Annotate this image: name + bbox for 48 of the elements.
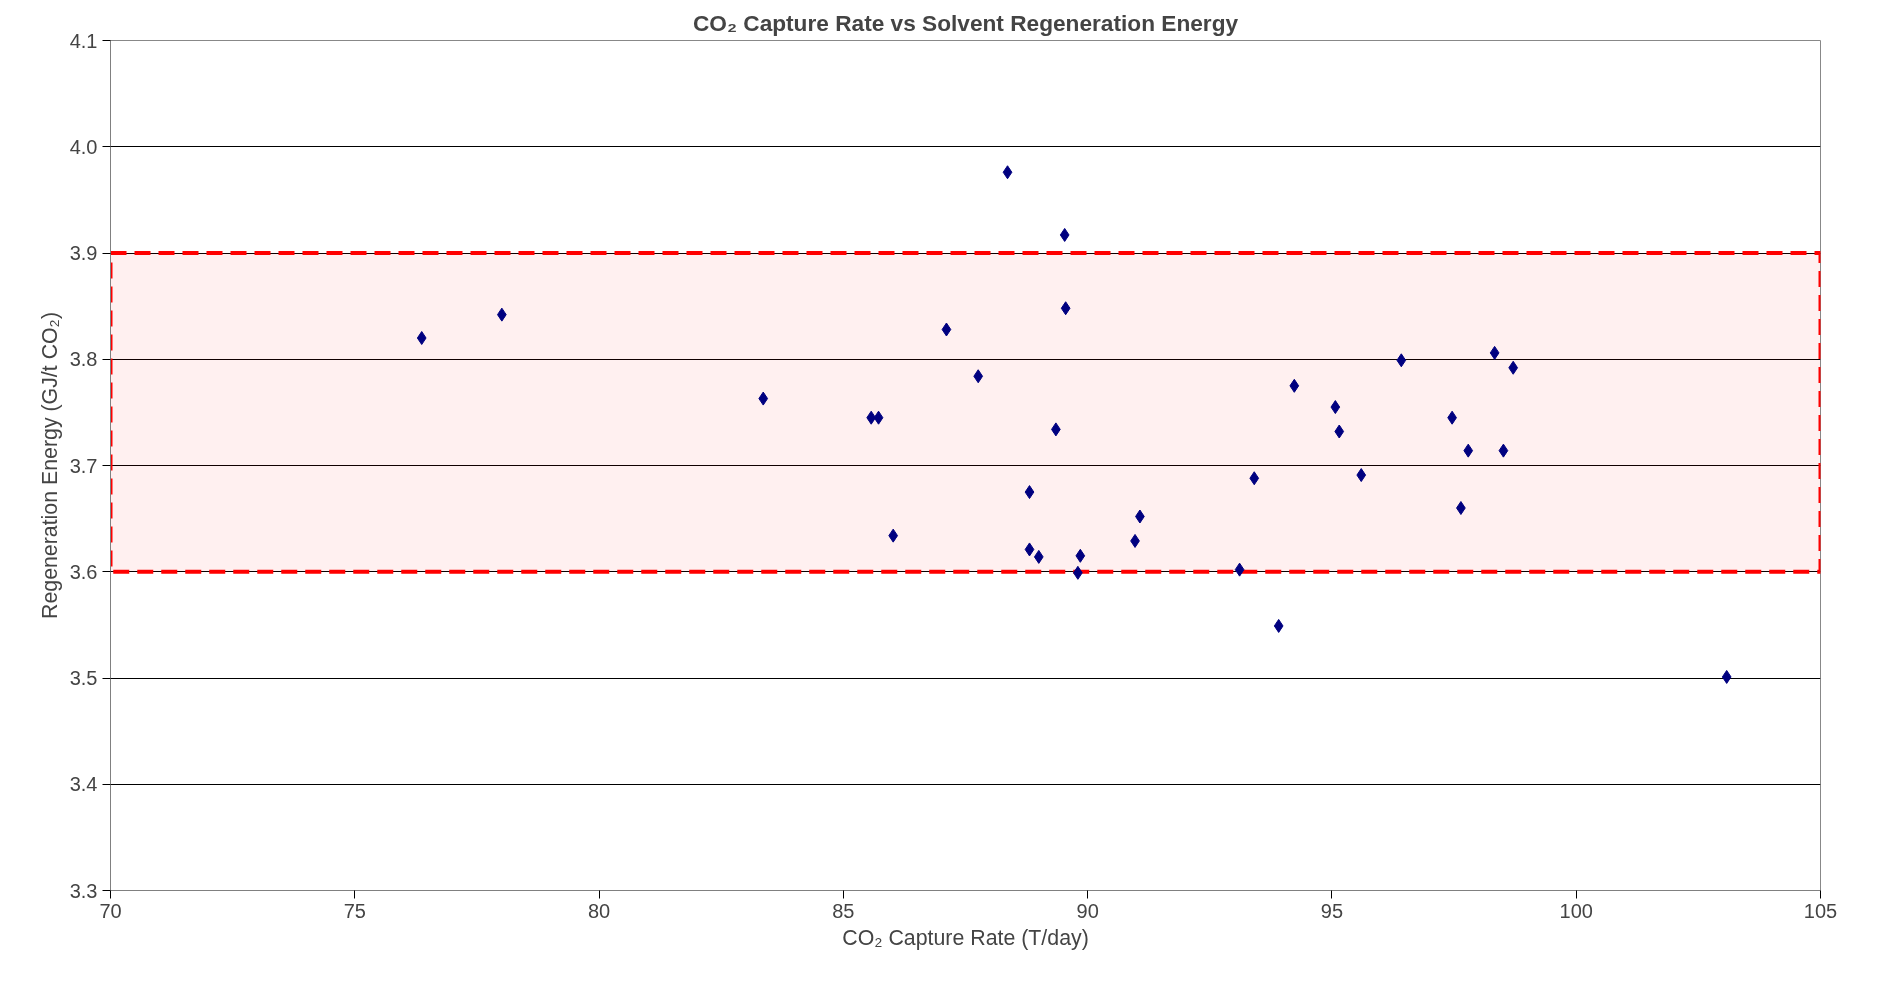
point — [1396, 353, 1407, 368]
point — [1033, 549, 1044, 564]
y-tick-label: 3.7 — [69, 454, 98, 477]
point — [1721, 669, 1732, 684]
point — [1508, 360, 1519, 375]
y-tick-label: 3.6 — [69, 560, 98, 583]
x-tick-label: 75 — [343, 899, 366, 922]
y-tick-label: 3.9 — [69, 242, 98, 264]
point — [1456, 501, 1466, 515]
y-tick-label: 4.1 — [69, 29, 98, 52]
y-tick-label: 3.8 — [69, 348, 98, 371]
point — [1489, 345, 1500, 360]
point — [888, 528, 899, 543]
x-tick-label: 70 — [99, 899, 122, 922]
x-tick-label: 100 — [1559, 899, 1593, 922]
point — [1075, 548, 1086, 563]
x-tick-label: 105 — [1803, 899, 1838, 922]
y-tick-label: 4.0 — [69, 135, 98, 158]
point — [1024, 542, 1035, 557]
y-axis-title: Regeneration Energy (GJ/t CO₂) — [37, 312, 62, 619]
point — [1234, 562, 1245, 577]
x-axis-title: CO₂ Capture Rate (T/day) — [842, 925, 1089, 950]
point — [1330, 400, 1341, 415]
point — [1059, 227, 1070, 242]
x-tick-label: 85 — [832, 899, 855, 922]
point — [1024, 485, 1035, 500]
x-tick-label: 80 — [587, 899, 611, 922]
point — [873, 410, 884, 425]
chart-title: CO₂ Capture Rate vs Solvent Regeneration Energy — [692, 9, 1239, 36]
point — [1002, 165, 1013, 180]
x-tick-label: 95 — [1320, 899, 1344, 922]
point — [1498, 443, 1509, 458]
point — [416, 331, 427, 345]
y-tick-label: 3.4 — [69, 773, 98, 796]
point — [1334, 424, 1345, 439]
point — [866, 410, 877, 425]
point — [1249, 471, 1260, 486]
point — [758, 391, 769, 406]
point — [1463, 443, 1474, 458]
point — [1273, 618, 1284, 633]
point — [941, 322, 952, 337]
point — [973, 369, 984, 384]
y-tick-label: 3.5 — [69, 667, 98, 689]
x-tick-label: 90 — [1076, 899, 1099, 922]
point — [1356, 468, 1367, 483]
point — [1060, 301, 1071, 316]
point — [1289, 378, 1300, 393]
y-tick-label: 3.3 — [69, 879, 98, 902]
